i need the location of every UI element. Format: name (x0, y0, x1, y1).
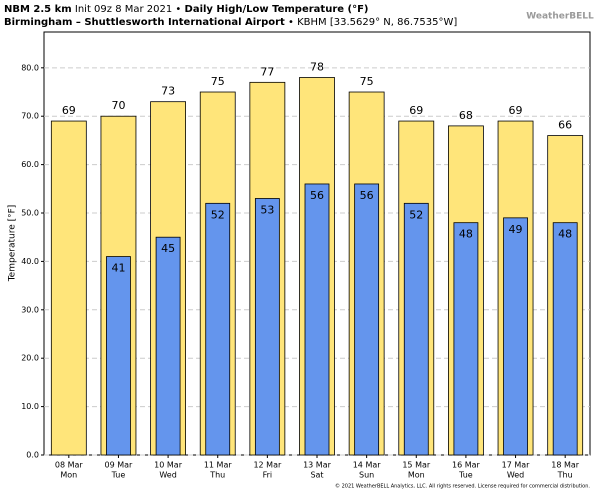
chart-title: NBM 2.5 km Init 09z 8 Mar 2021 • Daily H… (4, 4, 369, 15)
data-label: 41 (111, 262, 125, 275)
x-tick-label: 10 Mar (154, 461, 183, 470)
bar (552, 222, 578, 456)
bar (50, 120, 87, 456)
bar (403, 202, 429, 456)
data-label: 75 (211, 75, 225, 88)
data-label: 73 (161, 85, 175, 98)
x-tick-label: Thu (557, 471, 573, 480)
bar (155, 236, 181, 456)
y-tick-label: 20.0 (21, 354, 39, 363)
logo: WeatherBELL (526, 12, 594, 22)
y-tick-label: 40.0 (21, 257, 39, 266)
y-tick-label: 80.0 (21, 63, 39, 72)
data-label: 66 (558, 119, 572, 132)
y-tick-label: 0.0 (26, 451, 39, 460)
x-tick-label: Wed (507, 471, 524, 480)
bar (354, 183, 380, 456)
footer: © 2021 WeatherBELL Analytics, LLC. All r… (335, 483, 590, 490)
x-tick-label: 09 Mar (105, 461, 134, 470)
x-tick-label: 13 Mar (303, 461, 332, 470)
data-label: 48 (558, 228, 572, 241)
chart-subtitle: Birmingham – Shuttlesworth International… (4, 17, 457, 28)
x-tick-label: 18 Mar (551, 461, 580, 470)
y-tick-label: 70.0 (21, 112, 39, 121)
data-label: 69 (62, 104, 76, 117)
y-tick-label: 10.0 (21, 402, 39, 411)
bar (205, 202, 231, 456)
x-tick-label: Tue (458, 471, 473, 480)
data-label: 52 (211, 208, 225, 221)
x-tick-label: 12 Mar (253, 461, 282, 470)
data-label: 48 (459, 228, 473, 241)
data-label: 75 (360, 75, 374, 88)
x-tick-label: 11 Mar (204, 461, 233, 470)
x-tick-label: 08 Mar (55, 461, 84, 470)
y-tick-label: 30.0 (21, 305, 39, 314)
y-axis-label: Temperature [°F] (8, 205, 18, 283)
x-tick-label: Wed (159, 471, 176, 480)
data-label: 53 (260, 203, 274, 216)
x-tick-label: 14 Mar (353, 461, 382, 470)
x-tick-label: Thu (209, 471, 225, 480)
bar (453, 222, 479, 456)
data-label: 70 (111, 99, 125, 112)
data-label: 77 (260, 65, 274, 78)
x-tick-label: 17 Mar (502, 461, 531, 470)
bar (254, 198, 280, 456)
data-label: 45 (161, 242, 175, 255)
data-label: 56 (310, 189, 324, 202)
y-tick-label: 50.0 (21, 209, 39, 218)
x-tick-label: Sat (310, 471, 323, 480)
data-label: 52 (409, 208, 423, 221)
x-tick-label: Mon (60, 471, 77, 480)
data-label: 69 (509, 104, 523, 117)
data-label: 49 (509, 223, 523, 236)
x-tick-label: Tue (111, 471, 126, 480)
x-tick-label: 15 Mar (402, 461, 431, 470)
bar (106, 256, 131, 456)
data-label: 56 (360, 189, 374, 202)
bar (503, 217, 528, 456)
x-tick-label: 16 Mar (452, 461, 481, 470)
y-tick-label: 60.0 (21, 160, 39, 169)
bar (304, 183, 330, 456)
x-tick-label: Mon (408, 471, 425, 480)
x-tick-label: Sun (359, 471, 374, 480)
x-tick-label: Fri (263, 471, 273, 480)
data-label: 78 (310, 60, 324, 73)
data-label: 69 (409, 104, 423, 117)
data-label: 68 (459, 109, 473, 122)
